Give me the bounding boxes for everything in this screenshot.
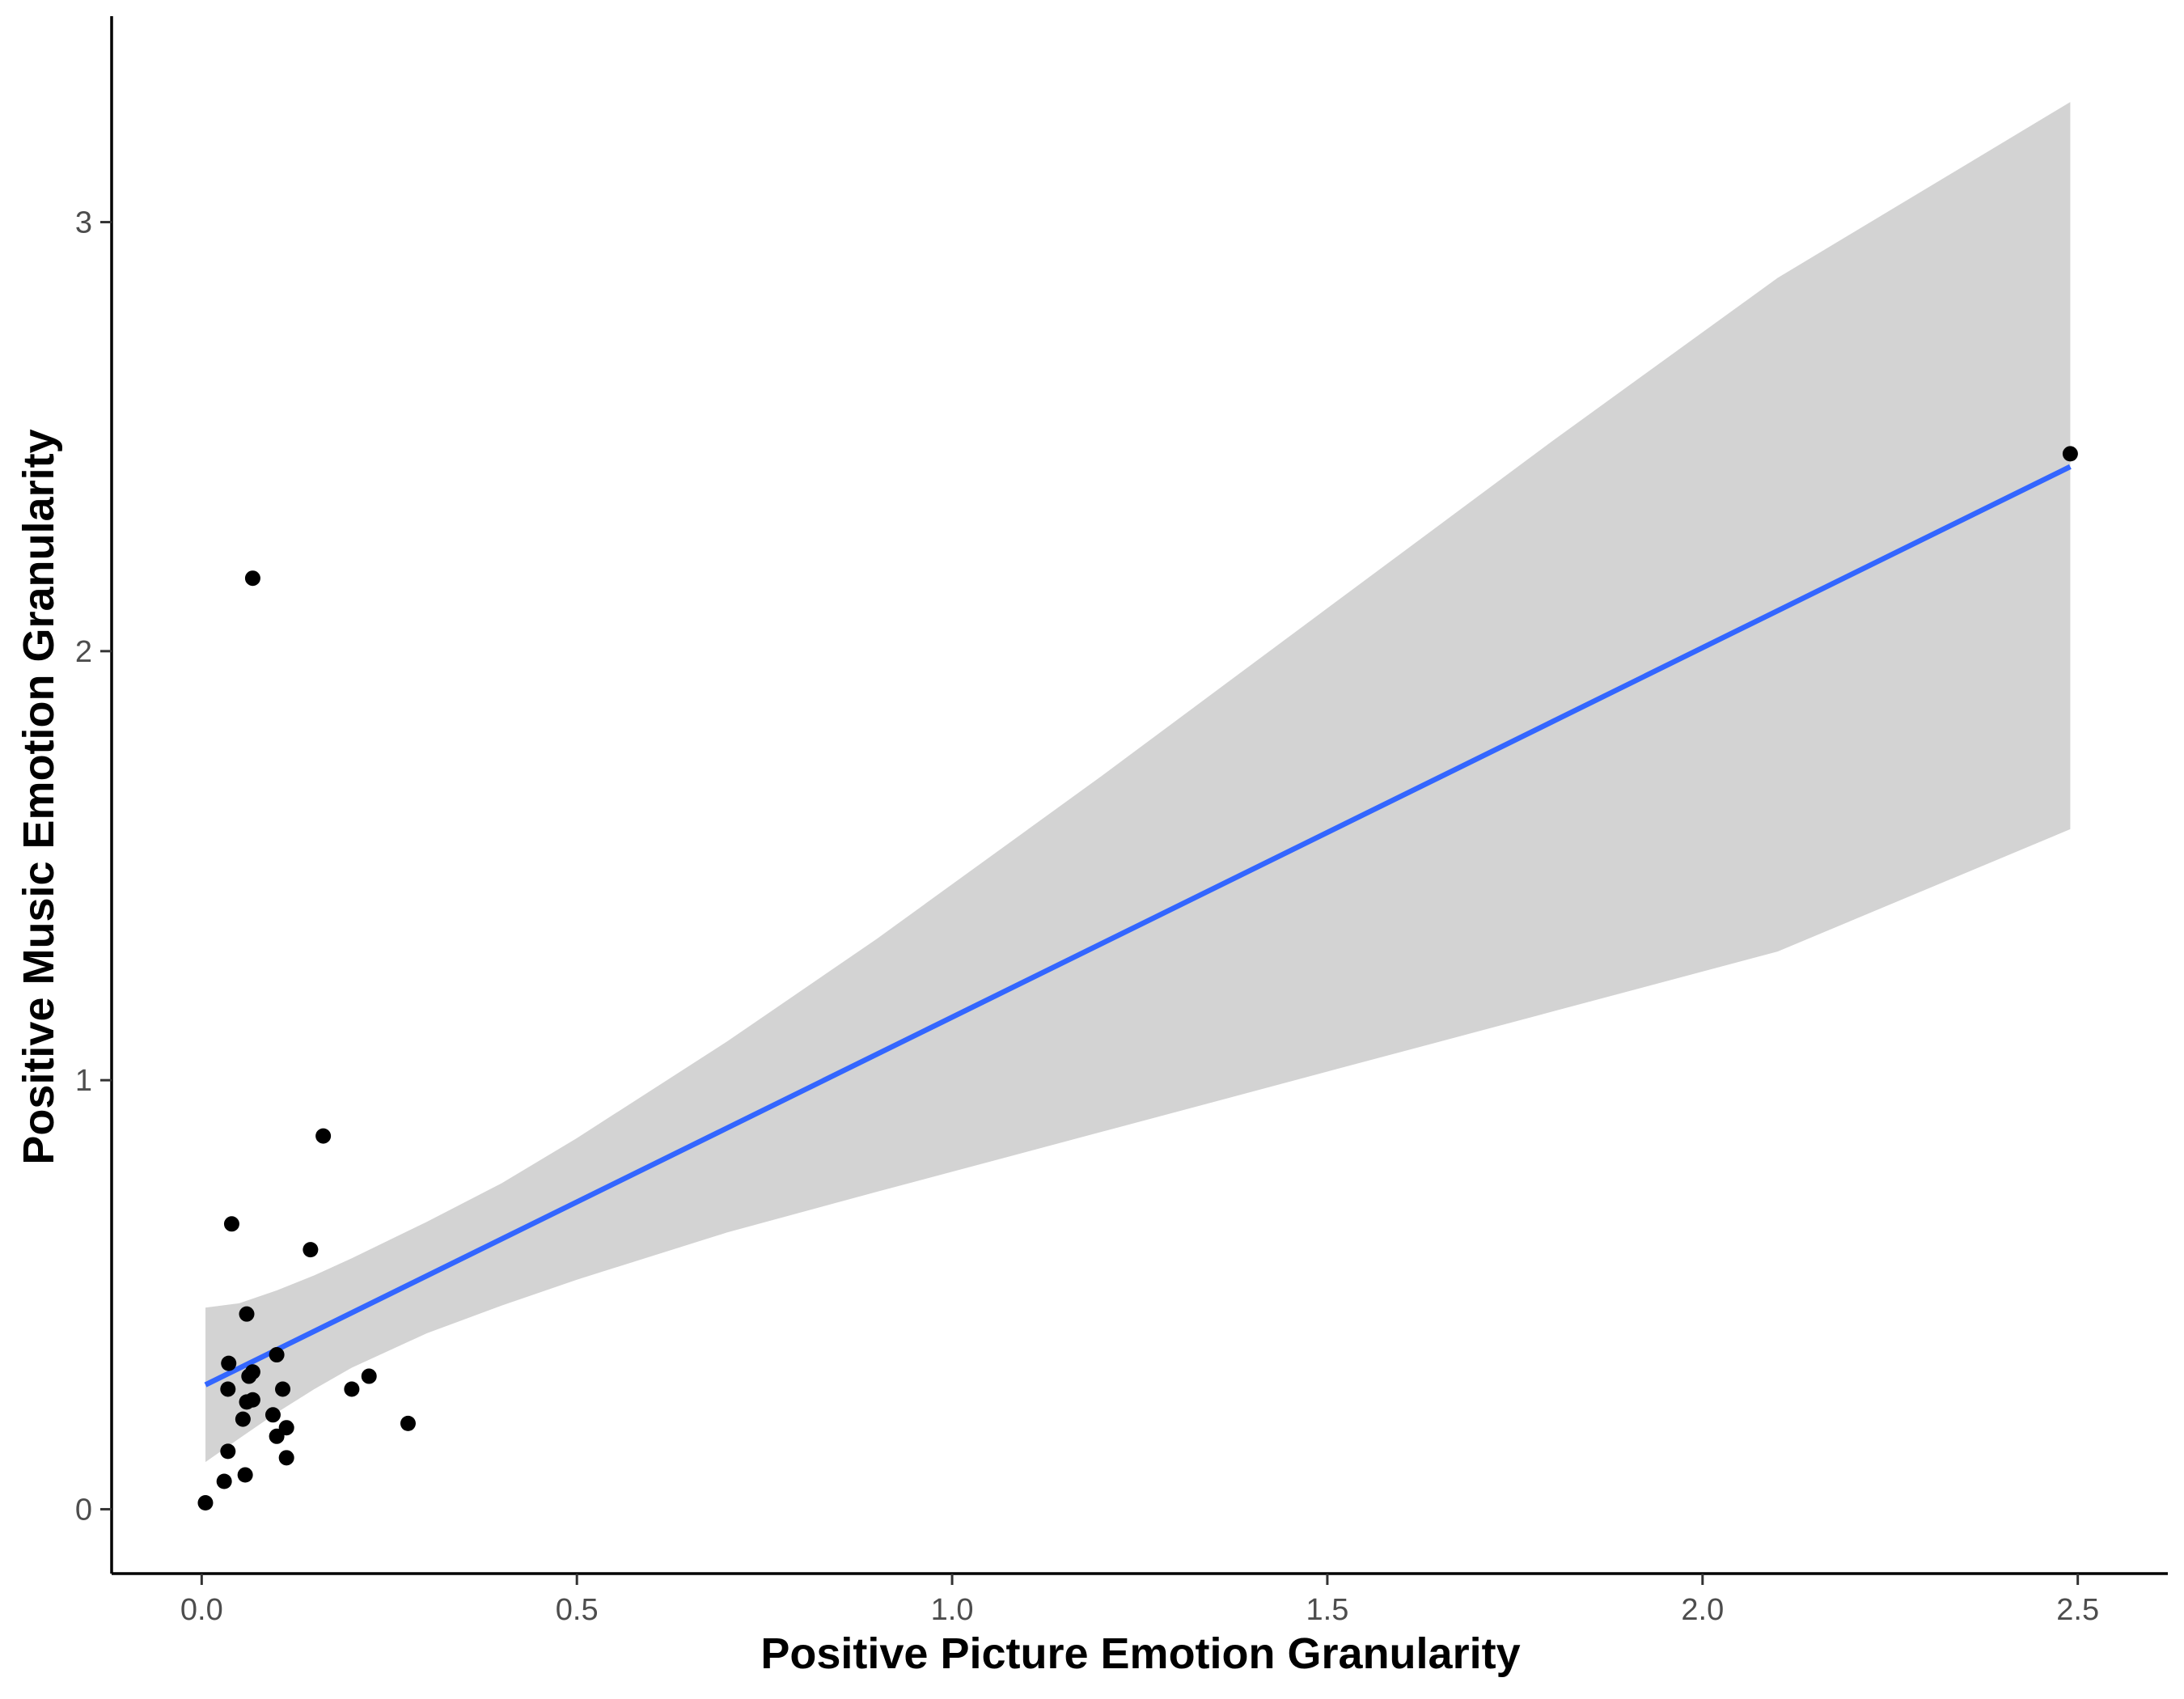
x-tick-label: 2.5: [2056, 1593, 2099, 1627]
data-point: [361, 1368, 377, 1384]
data-point: [344, 1381, 360, 1397]
x-tick-label: 0.0: [180, 1593, 223, 1627]
data-point: [220, 1381, 236, 1397]
data-point: [220, 1443, 236, 1460]
data-point: [265, 1407, 281, 1423]
data-point: [239, 1306, 255, 1322]
data-point: [216, 1473, 232, 1489]
data-point: [278, 1420, 294, 1436]
data-point: [400, 1415, 416, 1431]
data-point: [197, 1495, 214, 1510]
data-point: [244, 570, 260, 587]
confidence-band-layer: [205, 102, 2071, 1463]
regression-line: [204, 464, 2072, 1388]
data-point: [221, 1355, 237, 1371]
data-points-layer: [197, 446, 2078, 1510]
data-point: [278, 1450, 294, 1466]
data-point: [275, 1381, 291, 1397]
data-point: [244, 1392, 260, 1408]
data-point: [269, 1347, 285, 1363]
data-point: [244, 1364, 260, 1380]
x-tick-label: 0.5: [556, 1593, 599, 1627]
x-axis-title: Positive Picture Emotion Granularity: [760, 1629, 1520, 1678]
data-point: [223, 1216, 239, 1232]
data-point: [2062, 446, 2078, 462]
data-point: [303, 1242, 319, 1258]
y-tick-label: 3: [75, 206, 92, 240]
axes-layer: 0.0 0.5 1.0 1.5 2.0 2.5 0 1 2 3: [75, 16, 2168, 1627]
x-tick-label: 1.5: [1306, 1593, 1349, 1627]
confidence-band: [205, 102, 2071, 1463]
regression-line-layer: [204, 464, 2072, 1388]
x-tick-label: 2.0: [1681, 1593, 1724, 1627]
y-tick-label: 1: [75, 1064, 92, 1098]
y-tick-label: 2: [75, 635, 92, 669]
data-point: [237, 1467, 253, 1483]
x-tick-label: 1.0: [931, 1593, 974, 1627]
y-axis-title: Positive Music Emotion Granularity: [15, 429, 63, 1164]
y-tick-label: 0: [75, 1493, 92, 1527]
data-point: [235, 1411, 251, 1427]
data-point: [315, 1128, 332, 1144]
